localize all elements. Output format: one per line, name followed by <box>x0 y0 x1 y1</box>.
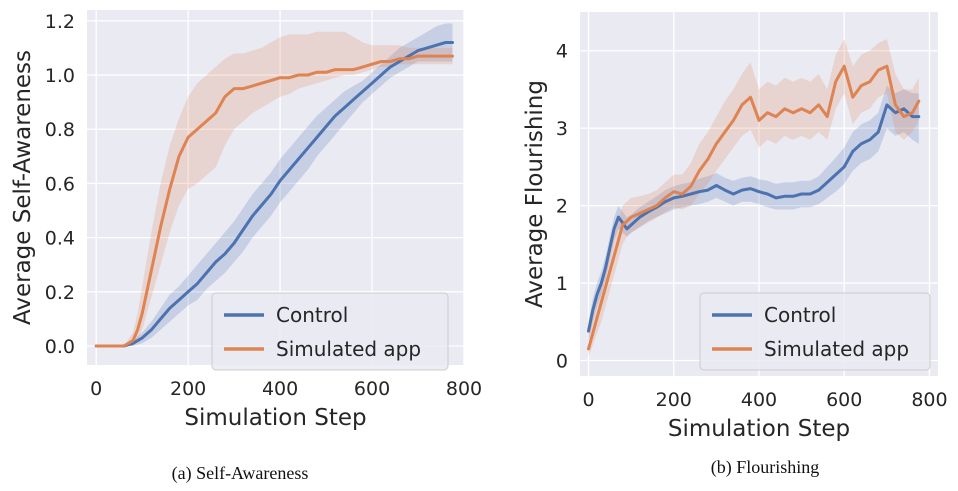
confidence-band-1 <box>96 23 453 346</box>
y-axis-label: Average Self-Awareness <box>10 50 36 325</box>
legend-label-1: Control <box>276 303 348 327</box>
legend-box <box>699 292 931 371</box>
legend-label-2: Simulated app <box>764 337 909 361</box>
legend-label-1: Control <box>764 303 836 327</box>
legend: Control Simulated app <box>699 292 931 371</box>
figure-caption: (a) Self-Awareness <box>172 463 309 484</box>
legend-label-2: Simulated app <box>276 337 421 361</box>
series-line-1 <box>94 41 454 348</box>
y-tick-label: 2 <box>556 196 568 218</box>
x-tick-label: 800 <box>446 378 482 400</box>
y-tick-label: 0.0 <box>45 336 75 358</box>
series-line-2 <box>94 54 454 348</box>
x-tick-label: 800 <box>911 389 947 411</box>
chart-2: 0 200 400 600 800 0 1 2 3 4 Simulation Step Average… <box>522 12 948 478</box>
x-axis-label: Simulation Step <box>668 416 850 442</box>
series-line-1 <box>587 103 921 333</box>
x-tick-label: 400 <box>741 389 777 411</box>
x-tick-label: 0 <box>90 378 102 400</box>
x-axis-label: Simulation Step <box>184 405 366 431</box>
x-tick-label: 200 <box>170 378 206 400</box>
y-tick-label: 4 <box>556 41 568 63</box>
chart-1: 0 200 400 600 800 0.0 0.2 0.4 0.6 0.8 1.0 1.2 Simula… <box>10 10 482 484</box>
series-line-2 <box>587 64 921 351</box>
y-tick-label: 0 <box>556 351 568 373</box>
legend-box <box>211 292 449 371</box>
y-tick-label: 0.4 <box>45 228 75 250</box>
y-tick-label: 3 <box>556 118 568 140</box>
y-tick-label: 0.6 <box>45 173 75 195</box>
y-tick-label: 1.2 <box>45 11 75 33</box>
x-tick-label: 0 <box>582 389 594 411</box>
x-tick-label: 200 <box>656 389 692 411</box>
y-tick-label: 0.2 <box>45 282 75 304</box>
y-axis-label: Average Flourishing <box>522 80 548 308</box>
figure-caption: (b) Flourishing <box>711 457 820 478</box>
x-tick-label: 600 <box>354 378 390 400</box>
y-tick-label: 1.0 <box>45 65 75 87</box>
legend: Control Simulated app <box>211 292 449 371</box>
y-tick-label: 1 <box>556 273 568 295</box>
x-tick-label: 400 <box>262 378 298 400</box>
y-tick-label: 0.8 <box>45 119 75 141</box>
confidence-band-2 <box>96 31 453 346</box>
x-tick-label: 600 <box>826 389 862 411</box>
